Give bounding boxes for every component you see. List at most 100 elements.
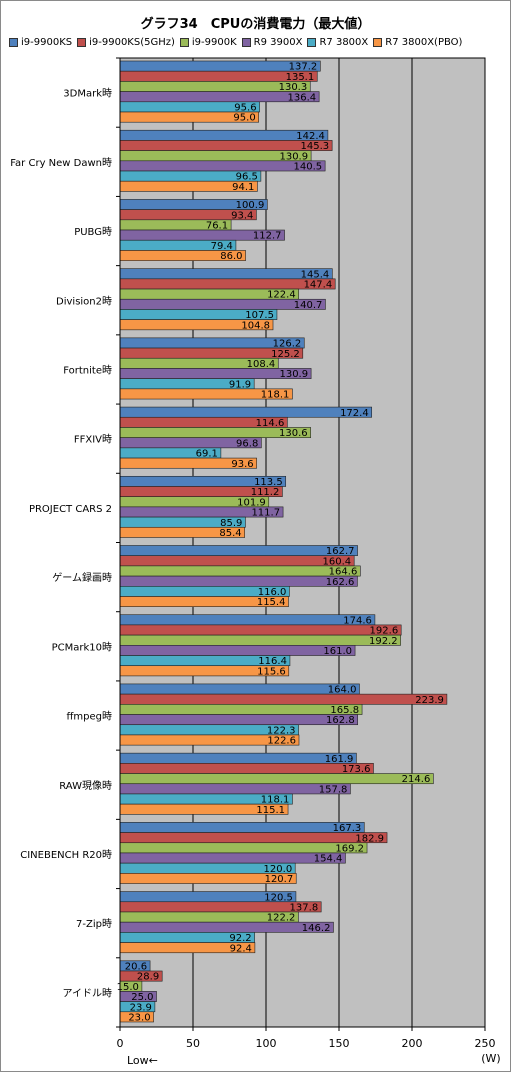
value-label: 122.6 [267,736,296,747]
value-label: 100.9 [236,200,265,211]
value-label: 111.2 [251,487,280,498]
value-label: 111.7 [251,508,280,519]
value-label: 140.5 [293,162,322,173]
value-label: 192.2 [369,636,398,647]
value-label: 122.2 [267,913,296,924]
value-label: 115.6 [257,666,286,677]
legend-label: i9-9900KS(5GHz) [89,37,175,48]
value-label: 182.9 [355,833,384,844]
value-label: 161.9 [325,754,354,765]
x-tick-label: 200 [402,1037,423,1050]
bar [119,683,360,695]
legend-item: R7 3800X(PBO) [373,37,462,48]
bar [119,555,355,567]
value-label: 101.9 [237,497,266,508]
value-label: 85.4 [219,528,241,539]
value-label: 118.1 [261,390,290,401]
bar [119,693,448,705]
category-label: CINEBENCH R20時 [20,849,112,861]
bar [119,565,361,577]
value-label: 120.7 [265,874,294,885]
plot-border [119,57,486,1028]
value-label: 91.9 [229,379,251,390]
value-label: 173.6 [342,764,371,775]
value-label: 86.0 [220,251,242,262]
value-label: 161.0 [323,646,352,657]
value-label: 147.4 [304,280,333,291]
value-label: 174.6 [343,615,372,626]
legend-label: R7 3800X(PBO) [385,37,463,48]
legend-swatch [77,38,87,47]
value-label: 130.6 [279,428,308,439]
value-label: 122.3 [267,725,296,736]
value-label: 25.0 [131,992,153,1003]
bar [119,852,346,864]
bar [119,634,401,646]
value-label: 162.6 [326,577,355,588]
value-label: 122.4 [267,290,296,301]
legend-swatch [179,38,189,47]
value-label: 120.5 [264,892,293,903]
value-label: 94.1 [232,182,254,193]
legend-label: i9-9900K [191,37,237,48]
value-label: 95.6 [234,103,256,114]
bar [119,752,357,764]
value-label: 23.0 [128,1012,150,1023]
value-label: 96.8 [236,438,258,449]
value-label: 142.4 [296,131,325,142]
category-label: PUBG時 [74,226,112,238]
x-tick-label: 150 [329,1037,350,1050]
value-label: 140.7 [294,300,323,311]
value-label: 104.8 [241,320,270,331]
legend-swatch [241,38,251,47]
value-label: 164.6 [329,567,358,578]
value-label: 157.8 [319,784,348,795]
value-label: 93.6 [231,459,253,470]
x-tick-label: 50 [186,1037,200,1050]
value-label: 154.4 [314,854,343,865]
value-label: 130.9 [279,369,308,380]
category-label: PCMark10時 [52,641,112,653]
legend-label: R9 3900X [253,37,303,48]
bar [119,773,434,785]
value-label: 126.2 [273,339,302,350]
value-label: 85.9 [220,518,242,529]
value-label: 165.8 [330,705,359,716]
x-tick-label: 0 [117,1037,124,1050]
value-label: 172.4 [340,408,369,419]
value-label: 79.4 [211,241,233,252]
value-label: 113.5 [254,477,283,488]
bar [119,645,356,656]
value-label: 160.4 [323,556,352,567]
category-label: ffmpeg時 [67,711,112,723]
value-label: 114.6 [256,418,285,429]
bar [119,842,368,854]
category-label: Division2時 [56,295,112,307]
category-label: 3DMark時 [63,88,112,100]
bar [119,822,365,833]
value-label: 145.4 [301,269,330,280]
value-label: 96.5 [236,172,258,183]
category-label: Fortnite時 [63,364,112,376]
bar [119,714,358,726]
legend-label: R7 3800X [319,37,369,48]
value-label: 69.1 [196,449,218,460]
legend-swatch [373,38,383,47]
value-label: 135.1 [286,72,315,83]
value-label: 136.4 [288,92,317,103]
value-label: 192.6 [370,626,399,637]
category-label: Far Cry New Dawn時 [10,157,112,169]
value-label: 125.2 [271,349,300,360]
value-label: 223.9 [415,695,444,706]
value-label: 23.9 [130,1002,152,1013]
value-label: 145.3 [300,141,329,152]
legend-swatch [9,38,18,47]
value-label: 116.0 [258,587,287,598]
legend-label: i9-9900KS [21,37,73,48]
value-label: 169.2 [335,843,364,854]
bar [119,545,358,556]
bar [119,614,376,626]
value-label: 130.9 [279,151,308,162]
